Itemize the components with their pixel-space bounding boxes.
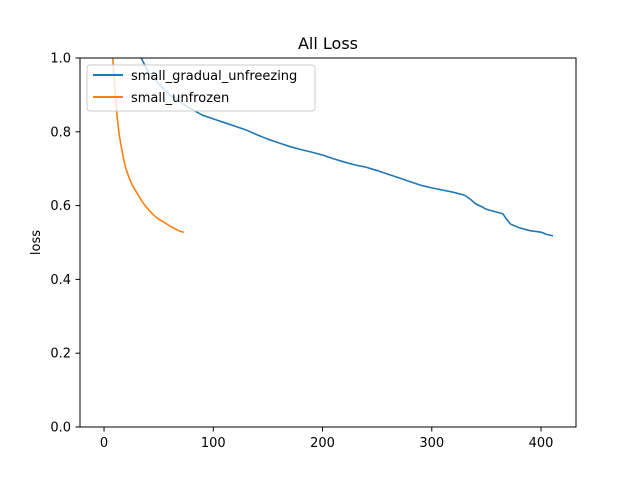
legend-label-small-unfrozen: small_unfrozen — [131, 91, 229, 106]
x-tick-label: 200 — [310, 436, 335, 451]
x-tick-label: 400 — [529, 436, 554, 451]
x-tick-label: 100 — [201, 436, 226, 451]
y-tick-label: 1.0 — [50, 52, 71, 67]
y-tick-label: 0.2 — [50, 347, 71, 362]
series-line-small-unfrozen — [111, 58, 184, 233]
legend-label-small-gradual-unfreezing: small_gradual_unfreezing — [131, 69, 297, 84]
y-tick-label: 0.8 — [50, 125, 71, 140]
y-tick-label: 0.0 — [50, 421, 71, 436]
y-tick-label: 0.4 — [50, 273, 71, 288]
x-tick-label: 300 — [419, 436, 444, 451]
series-line-small-gradual-unfreezing — [140, 58, 554, 237]
y-axis-ticks: 0.0 0.2 0.4 0.6 0.8 1.0 — [50, 52, 80, 436]
plot-frame — [79, 57, 577, 428]
x-tick-label: 0 — [100, 436, 108, 451]
legend: small_gradual_unfreezing small_unfrozen — [86, 64, 316, 112]
chart-title: All Loss — [298, 34, 358, 53]
series-layer — [111, 58, 554, 237]
legend-box — [86, 64, 316, 112]
y-axis-label: loss — [29, 230, 44, 255]
x-axis-ticks: 0 100 200 300 400 — [100, 427, 554, 451]
y-tick-label: 0.6 — [50, 199, 71, 214]
